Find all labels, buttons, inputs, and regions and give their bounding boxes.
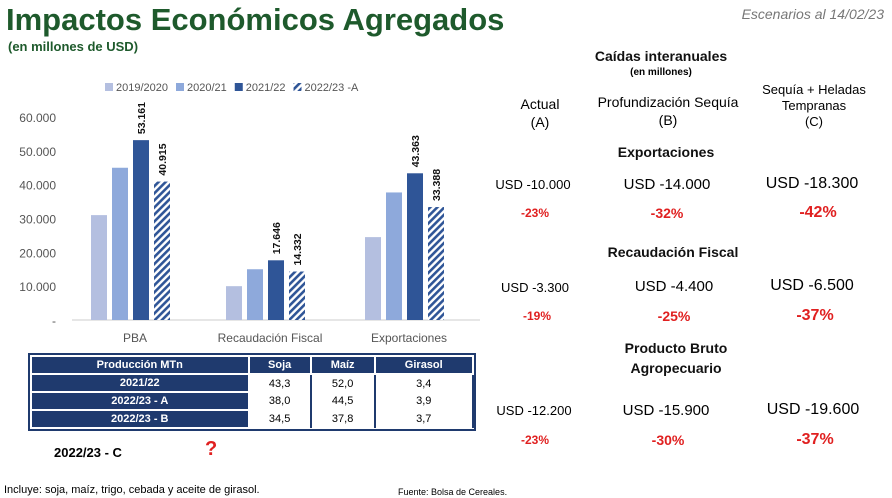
cell: 3,9: [374, 392, 475, 410]
question-mark: ?: [205, 438, 218, 460]
col-header: Soja: [247, 355, 312, 375]
bar: [133, 140, 149, 320]
value: USD -14.000: [623, 176, 711, 193]
bar: [154, 181, 170, 320]
pct: -25%: [657, 308, 691, 324]
row-label: 2022/23 - A: [30, 391, 250, 411]
value: USD -19.600: [766, 401, 860, 418]
pct: -32%: [650, 205, 684, 221]
page-subtitle: (en millones de USD): [8, 39, 139, 54]
x-tick-label: Exportaciones: [371, 331, 447, 345]
col-header: Girasol: [373, 355, 475, 375]
bar-chart: - 10.000 20.000 30.000 40.000 50.000 60.000 201…: [19, 82, 480, 345]
section-exportaciones: Exportaciones: [617, 144, 715, 160]
section-pba-2: Agropecuario: [630, 360, 722, 376]
data-label: 17.646: [271, 222, 283, 254]
y-tick-label: 10.000: [19, 280, 56, 294]
bar: [407, 173, 423, 320]
legend-swatch: [293, 83, 302, 91]
legend-label: 2021/22: [246, 82, 286, 94]
production-table: Producción MTn Soja Maíz Girasol 2021/22 43,…: [28, 353, 476, 431]
x-tick-label: Recaudación Fiscal: [218, 331, 323, 345]
col-actual: Actual (A): [520, 96, 560, 130]
col-header: Producción MTn: [30, 355, 250, 375]
table-row: 2022/23 - A 38,0 44,5 3,9: [30, 391, 475, 411]
bar: [386, 192, 402, 320]
cell: 3,4: [374, 374, 475, 392]
panel-title: Caídas interanuales: [594, 48, 728, 64]
bar: [268, 260, 284, 320]
y-tick-label: 30.000: [19, 213, 56, 227]
pct: -42%: [799, 204, 837, 221]
table-row: 2022/23 - B 34,5 37,8 3,7: [30, 409, 475, 429]
pct: -37%: [796, 431, 834, 448]
legend-label: 2019/2020: [116, 82, 168, 94]
data-label: 33.388: [431, 169, 443, 201]
col-profundizacion: Profundización Sequía (B): [597, 94, 739, 128]
value: USD -18.300: [765, 175, 859, 192]
cell: 38,0: [248, 392, 312, 410]
value: USD -6.500: [770, 277, 854, 294]
value: USD -4.400: [634, 278, 714, 295]
bar: [365, 237, 381, 320]
legend-label: 2022/23 -A: [305, 82, 359, 94]
page-title: Impactos Económicos Agregados: [6, 2, 505, 37]
bar: [91, 215, 107, 320]
section-pba: Producto Bruto: [624, 340, 728, 356]
pct: -30%: [651, 432, 685, 448]
pct: -23%: [520, 206, 550, 220]
data-label: 14.332: [292, 233, 304, 265]
value: USD -15.900: [622, 402, 710, 419]
panel-subtitle: (en millones): [630, 67, 692, 78]
cell: 3,7: [374, 410, 475, 428]
table-row: 2021/22 43,3 52,0 3,4: [30, 373, 475, 393]
footnote: Incluye: soja, maíz, trigo, cebada y ace…: [4, 484, 260, 496]
scenario-c-label: 2022/23 - C: [54, 445, 122, 460]
y-tick-label: 60.000: [19, 111, 56, 125]
data-label: 53.161: [136, 102, 148, 134]
source: Fuente: Bolsa de Cereales.: [398, 487, 508, 497]
bar: [247, 269, 263, 320]
x-tick-label: PBA: [123, 331, 147, 345]
value: USD -12.200: [496, 403, 572, 418]
cell: 43,3: [248, 374, 312, 392]
col-header: Maíz: [309, 355, 376, 375]
bar: [428, 207, 444, 320]
section-recaudacion: Recaudación Fiscal: [607, 244, 739, 260]
pct: -37%: [796, 307, 834, 324]
value: USD -3.300: [501, 280, 569, 295]
legend-swatch: [105, 83, 113, 91]
value: USD -10.000: [495, 177, 571, 192]
bar: [112, 167, 128, 320]
cell: 37,8: [310, 410, 376, 428]
pct: -23%: [520, 433, 550, 447]
bar: [289, 271, 305, 320]
cell: 34,5: [248, 410, 312, 428]
cell: 52,0: [310, 374, 376, 392]
y-tick-label: -: [52, 314, 56, 328]
pct: -19%: [522, 309, 552, 323]
row-label: 2021/22: [30, 373, 250, 393]
y-tick-label: 20.000: [19, 246, 56, 260]
data-label: 43.363: [410, 135, 422, 167]
row-label: 2022/23 - B: [30, 409, 250, 429]
bar: [226, 286, 242, 320]
data-label: 40.915: [157, 143, 169, 175]
legend-swatch: [176, 83, 184, 91]
col-sequia-heladas: Sequía + Heladas Tempranas (C): [762, 82, 866, 129]
scenario-date: Escenarios al 14/02/23: [741, 6, 884, 22]
cell: 44,5: [310, 392, 376, 410]
y-tick-label: 40.000: [19, 179, 56, 193]
legend-label: 2020/21: [187, 82, 227, 94]
y-tick-label: 50.000: [19, 145, 56, 159]
legend-swatch: [234, 83, 243, 91]
